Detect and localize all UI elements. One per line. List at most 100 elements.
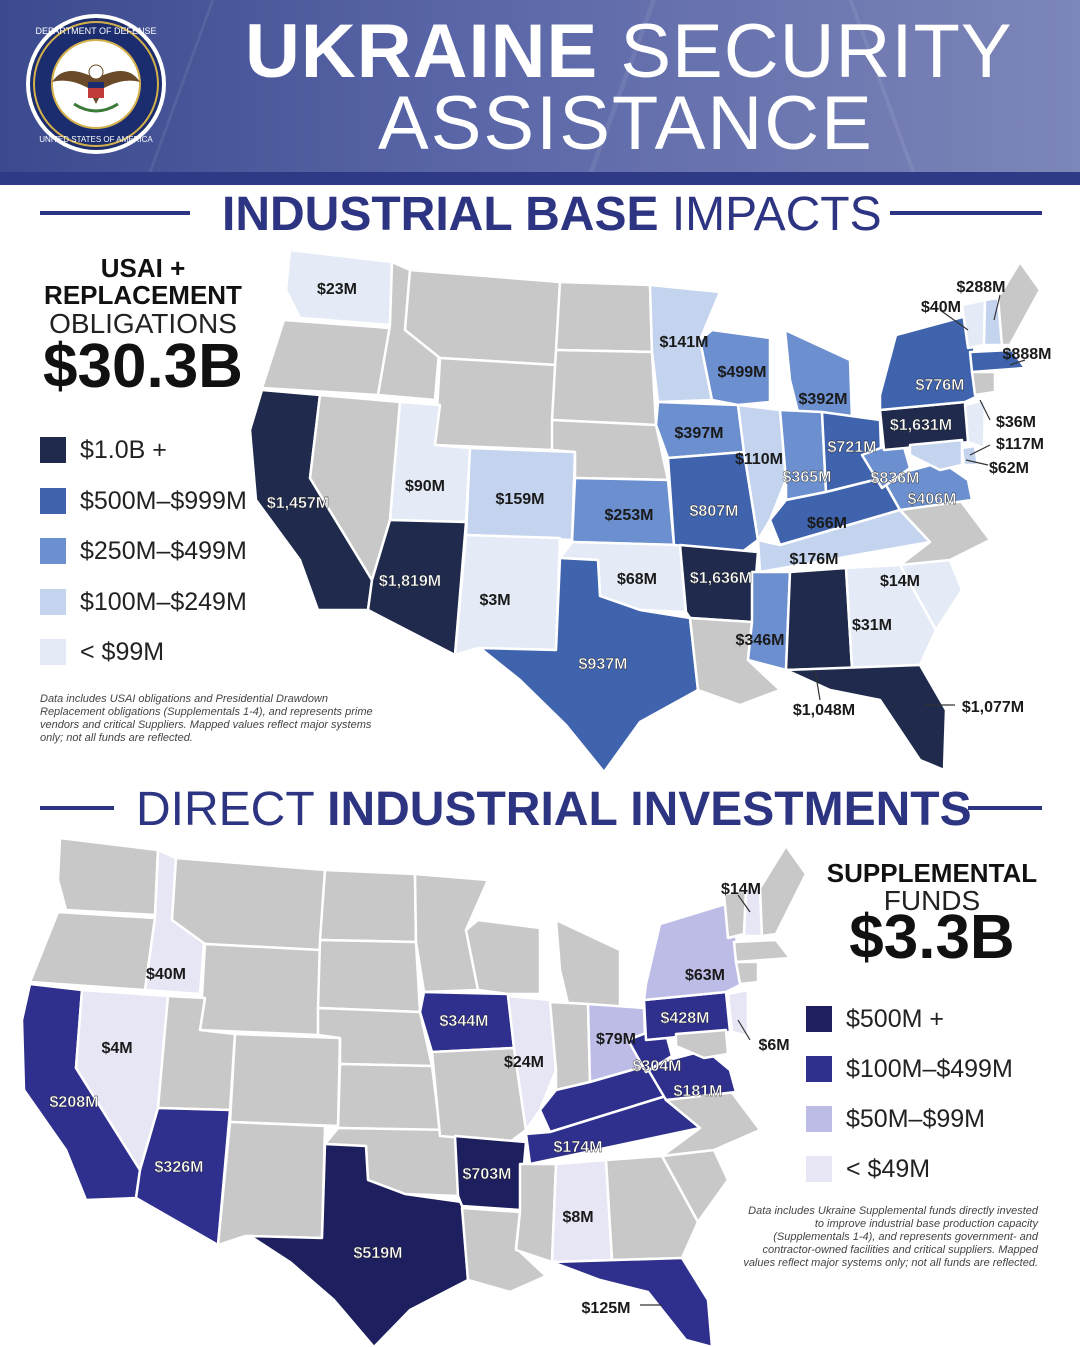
state-florida [784, 663, 948, 772]
state-missouri [430, 1046, 528, 1144]
section1-rule-right [890, 211, 1042, 215]
section1-state-value-label: $288M [957, 279, 1006, 296]
state-north-dakota [554, 280, 654, 354]
section1-legend-swatch [40, 639, 66, 665]
state-arizona [134, 1106, 232, 1247]
state-south-dakota [316, 938, 422, 1014]
section1-legend-label: $500M–$999M [80, 486, 247, 515]
section1-state-value-label: $23M [317, 281, 357, 298]
title-bold: UKRAINE [245, 9, 599, 94]
section1-state-value-label: $90M [405, 478, 445, 495]
section1-legend-swatch [40, 437, 66, 463]
page-title-line-2: ASSISTANCE [378, 81, 874, 166]
section1-state-value-label: $1,819M [379, 573, 441, 590]
section1-state-value-label: $3M [479, 592, 510, 609]
state-massachusetts [968, 348, 1027, 374]
section1-state-value-label: $110M [735, 451, 783, 468]
section2-legend-label: $500M + [846, 1005, 944, 1033]
section1-state-value-label: $1,048M [793, 702, 855, 719]
section2-rule-left [40, 806, 114, 810]
section2-state-value-label: $79M [596, 1031, 636, 1048]
state-south-dakota [550, 348, 658, 427]
section1-legend-item: < $99M [40, 638, 164, 666]
section2-state-value-label: $4M [101, 1040, 132, 1057]
section1-state-value-label: $721M [828, 439, 877, 456]
section2-state-value-label: $703M [463, 1166, 512, 1183]
section1-total-line3: OBLIGATIONS [49, 308, 237, 339]
section1-legend-swatch [40, 538, 66, 564]
state-texas [478, 556, 700, 774]
header-banner [0, 0, 1080, 185]
section1-state-value-label: $499M [718, 364, 767, 381]
section1-legend-label: $1.0B + [80, 436, 167, 464]
section2-heading: DIRECT INDUSTRIAL INVESTMENTS [136, 782, 972, 837]
section2-legend-label: $50M–$99M [846, 1105, 985, 1133]
section1-heading-bold: INDUSTRIAL BASE [222, 188, 659, 241]
section1-heading-light: IMPACTS [671, 188, 882, 241]
state-maine [996, 260, 1042, 347]
section2-heading-bold: INDUSTRIAL INVESTMENTS [327, 783, 972, 836]
state-florida [550, 1256, 714, 1347]
section2-legend-item: $50M–$99M [806, 1105, 985, 1133]
state-maryland [674, 1028, 730, 1060]
section2-legend-label: $100M–$499M [846, 1055, 1013, 1083]
state-missouri [666, 450, 760, 554]
section2-state-value-label: $208M [50, 1094, 99, 1111]
industrial-base-map: $23M $1,457M $90M $1,819M $159M $3M $253M $68M $… [248, 248, 1052, 774]
section1-state-value-label: $406M [908, 491, 957, 508]
section1-state-value-label: $776M [916, 377, 965, 394]
section1-state-value-label: $397M [675, 425, 724, 442]
section1-state-value-label: $159M [496, 491, 545, 508]
section2-legend-item: $100M–$499M [806, 1055, 1013, 1083]
section1-total-line2: REPLACEMENT [44, 280, 242, 310]
state-wisconsin [464, 918, 542, 996]
state-washington [56, 836, 160, 917]
section1-state-value-label: $1,077M [962, 699, 1024, 716]
section1-state-value-label: $1,631M [890, 417, 952, 434]
section2-state-value-label: $6M [758, 1037, 789, 1054]
state-mississippi [514, 1162, 558, 1264]
section2-state-value-label: $40M [146, 966, 186, 983]
state-montana [170, 856, 327, 952]
section1-rule-left [40, 211, 190, 215]
section2-state-value-label: $326M [155, 1159, 204, 1176]
state-wyoming [433, 356, 558, 452]
section2-state-value-label: $63M [685, 967, 725, 984]
section1-state-value-label: $836M [871, 470, 920, 487]
section2-total-line1: SUPPLEMENTAL [826, 858, 1038, 888]
state-alabama [784, 566, 854, 672]
section2-note: Data includes Ukraine Supplemental funds… [743, 1205, 1038, 1269]
state-colorado [228, 1032, 342, 1128]
section2-total-line2: FUNDS [883, 885, 981, 916]
section2-legend-swatch [806, 1056, 832, 1082]
section1-state-value-label: $253M [605, 507, 654, 524]
section1-heading: INDUSTRIAL BASE IMPACTS [222, 187, 882, 242]
section1-state-value-label: $176M [790, 551, 839, 568]
section1-state-value-label: $346M [736, 632, 785, 649]
seal-text-bottom: UNITED STATES OF AMERICA [39, 135, 153, 144]
section1-legend-swatch [40, 487, 66, 514]
section1-state-value-label: $937M [579, 656, 628, 673]
section1-legend-item: $250M–$499M [40, 537, 247, 565]
section1-legend-item: $500M–$999M [40, 487, 247, 515]
section1-legend-item: $1.0B + [40, 436, 167, 464]
section1-state-value-label: $365M [783, 469, 832, 486]
state-massachusetts [732, 938, 792, 964]
section1-state-value-label: $888M [1003, 346, 1052, 363]
section2-state-value-label: $428M [661, 1010, 710, 1027]
section1-legend-label: $100M–$249M [80, 587, 247, 616]
state-indiana [548, 1000, 592, 1092]
section1-state-value-label: $66M [807, 515, 847, 532]
section2-legend-swatch [806, 1156, 832, 1182]
section1-state-value-label: $62M [989, 460, 1029, 477]
section2-legend-swatch [806, 1006, 832, 1032]
section1-legend-item: $100M–$249M [40, 588, 247, 616]
section2-total-value: $3.3B [849, 903, 1015, 972]
state-texas [248, 1142, 470, 1347]
seal-text-top: DEPARTMENT OF DEFENSE [35, 26, 156, 36]
header-stripe [0, 172, 1080, 185]
state-maryland [908, 438, 964, 472]
state-oregon [28, 910, 157, 992]
state-wyoming [198, 942, 322, 1037]
direct-investments-map: $40M $4M $208M $326M $519M $344M $24M $703M $8M $… [20, 836, 808, 1347]
